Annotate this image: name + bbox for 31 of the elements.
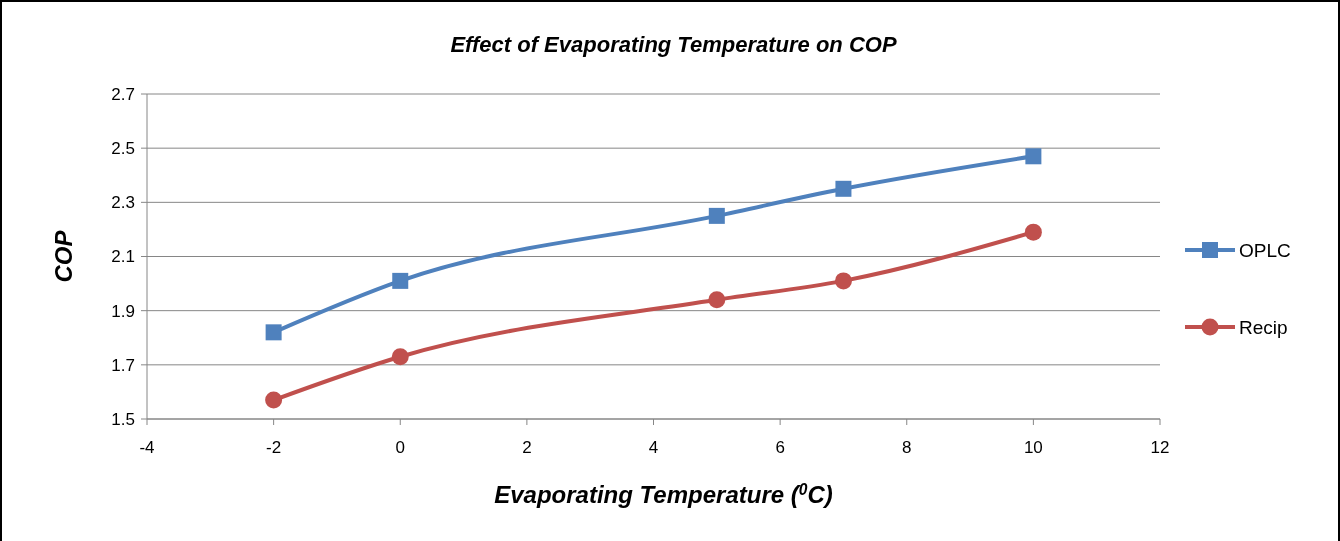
x-tick-label: 2 (522, 438, 532, 457)
y-tick-label: 1.5 (111, 409, 135, 429)
point (265, 391, 283, 409)
y-tick-label: 1.7 (111, 355, 135, 375)
legend-label: OPLC (1239, 239, 1291, 261)
y-tick-label: 1.9 (111, 301, 135, 321)
legend-label: Recip (1239, 316, 1288, 338)
x-tick-label: -4 (139, 438, 155, 457)
point (265, 324, 282, 341)
y-tick-label: 2.5 (111, 139, 135, 159)
y-tick-label: 2.1 (111, 247, 135, 267)
point (708, 207, 725, 224)
point (835, 180, 852, 197)
point (391, 348, 409, 366)
chart-title: Effect of Evaporating Temperature on COP (450, 32, 897, 57)
x-tick-label: 12 (1150, 438, 1170, 457)
y-axis-title: COP (50, 229, 77, 283)
point (1024, 223, 1042, 241)
x-tick-label: 4 (648, 438, 659, 457)
point (392, 272, 409, 289)
point (708, 291, 726, 309)
y-tick-label: 2.7 (111, 84, 135, 104)
y-tick-label: 2.3 (111, 193, 135, 213)
x-tick-label: -2 (266, 438, 282, 457)
x-tick-label: 6 (775, 438, 785, 457)
point (834, 272, 852, 290)
x-tick-label: 8 (902, 438, 912, 457)
point (1025, 148, 1042, 165)
x-tick-label: 0 (395, 438, 405, 457)
x-tick-label: 10 (1023, 438, 1043, 457)
x-axis-title: Evaporating Temperature ($^{0}$C) (494, 480, 833, 508)
